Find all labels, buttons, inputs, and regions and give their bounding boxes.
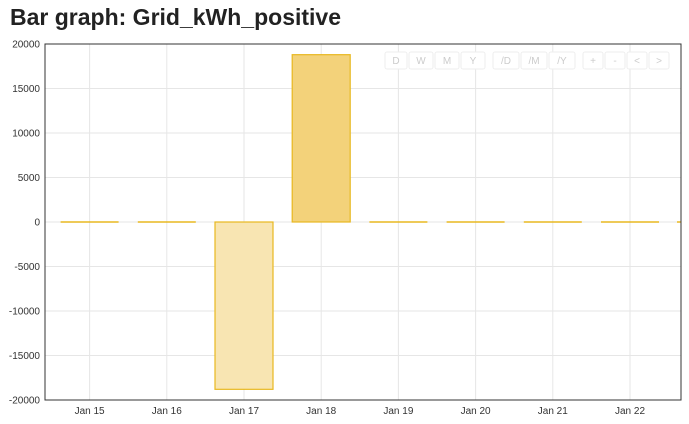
control-button-frame xyxy=(384,51,408,70)
x-tick-label: Jan 16 xyxy=(152,406,182,417)
bar xyxy=(291,54,351,223)
zoom-out-button[interactable]: - xyxy=(604,51,626,70)
control-button-label: /D xyxy=(501,56,511,67)
x-tick-label: Jan 17 xyxy=(229,406,259,417)
y-tick-label: 10000 xyxy=(12,129,40,140)
control-button-label: Y xyxy=(470,56,477,67)
bars xyxy=(60,54,681,390)
control-button-label: /Y xyxy=(557,56,567,67)
y-tick-label: -15000 xyxy=(9,351,41,362)
x-tick-label: Jan 21 xyxy=(538,406,568,417)
x-tick-label: Jan 19 xyxy=(383,406,413,417)
control-button-frame xyxy=(582,51,604,70)
control-button-label: /M xyxy=(528,56,539,67)
per-month-button[interactable]: /M xyxy=(520,51,548,70)
range-controls: D W M Y/D/M/Y + - < > xyxy=(384,51,670,70)
prev-button[interactable]: < xyxy=(626,51,648,70)
y-tick-label: -5000 xyxy=(14,262,40,273)
y-tick-label: 5000 xyxy=(18,173,41,184)
bar xyxy=(214,221,274,390)
range-year-button[interactable]: Y xyxy=(460,51,486,70)
range-month-button[interactable]: M xyxy=(434,51,460,70)
per-day-button[interactable]: /D xyxy=(492,51,520,70)
control-button-frame xyxy=(408,51,434,70)
control-button-label: M xyxy=(443,56,451,67)
x-tick-label: Jan 15 xyxy=(75,406,105,417)
x-tick-label: Jan 22 xyxy=(615,406,645,417)
control-button-frame xyxy=(548,51,576,70)
control-button-label: W xyxy=(416,56,426,67)
control-button-label: > xyxy=(656,56,662,67)
control-button-frame xyxy=(460,51,486,70)
x-tick-label: Jan 18 xyxy=(306,406,336,417)
control-button-frame xyxy=(648,51,670,70)
per-year-button[interactable]: /Y xyxy=(548,51,576,70)
control-button-label: + xyxy=(590,56,596,67)
control-button-frame xyxy=(520,51,548,70)
y-tick-label: -10000 xyxy=(9,307,41,318)
control-button-frame xyxy=(626,51,648,70)
y-tick-label: 20000 xyxy=(12,40,40,51)
next-button[interactable]: > xyxy=(648,51,670,70)
plot-frame xyxy=(44,43,682,401)
x-tick-label: Jan 20 xyxy=(461,406,491,417)
axes: 20000 15000 10000 5000 0 -5000 -10000 -15000 -20… xyxy=(9,40,682,417)
control-button-label: - xyxy=(613,56,616,67)
y-tick-label: -20000 xyxy=(9,396,41,407)
range-day-button[interactable]: D xyxy=(384,51,408,70)
control-button-label: D xyxy=(392,56,399,67)
page-title: Bar graph: Grid_kWh_positive xyxy=(10,4,342,30)
control-button-label: < xyxy=(634,56,640,67)
zoom-in-button[interactable]: + xyxy=(582,51,604,70)
range-week-button[interactable]: W xyxy=(408,51,434,70)
control-button-frame xyxy=(604,51,626,70)
control-button-frame xyxy=(434,51,460,70)
y-tick-label: 15000 xyxy=(12,84,40,95)
control-button-frame xyxy=(492,51,520,70)
y-tick-label: 0 xyxy=(34,218,40,229)
